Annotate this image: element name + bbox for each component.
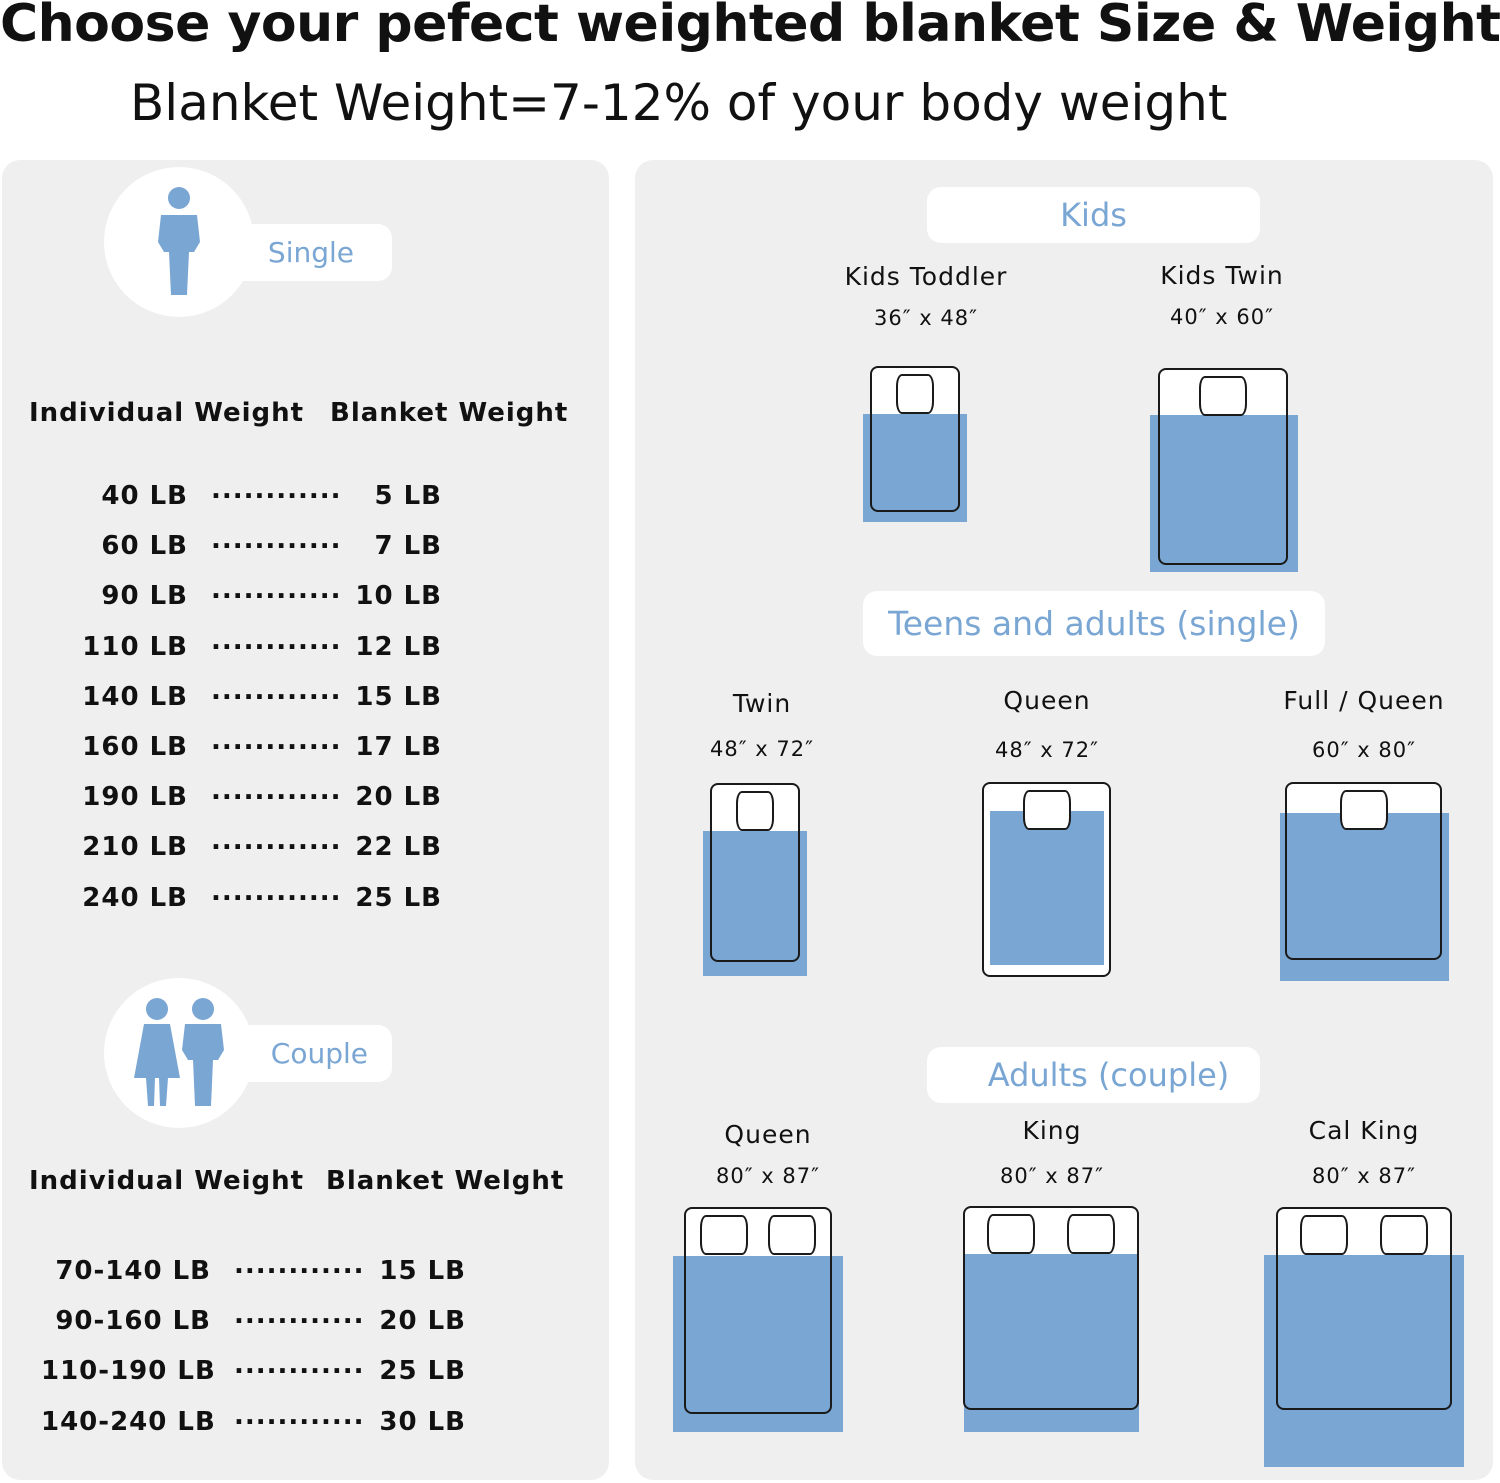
blanket-area: [1150, 415, 1298, 572]
blanket-weight: 30 LB: [379, 1406, 466, 1437]
bed-frame: [963, 1206, 1139, 1410]
couple-icon-circle: [104, 978, 254, 1128]
bed-frame: [870, 366, 960, 512]
blanket-weight: 15 LB: [379, 1256, 466, 1286]
category-adults: Adults (couple): [927, 1047, 1260, 1103]
pillow-icon: [1339, 790, 1388, 830]
individual-weight: 190 LB: [82, 782, 188, 813]
bed-name: Queen: [724, 1120, 812, 1149]
blanket-weight: 15 LB: [355, 681, 442, 712]
bed-dimensions: 40″ x 60″: [1170, 305, 1274, 329]
blanket-area: [1280, 813, 1449, 981]
individual-weight: 240 LB: [82, 882, 188, 913]
individual-weight: 140-240 LB: [41, 1406, 216, 1437]
couple-label-text: Couple: [270, 1037, 368, 1070]
bed-frame: [710, 783, 800, 962]
bed-name: Cal King: [1308, 1116, 1420, 1145]
individual-weight: 90 LB: [101, 581, 188, 612]
blanket-area: [703, 831, 807, 976]
dotted-leader: ............: [211, 826, 342, 857]
single-label-text: Single: [267, 236, 354, 269]
blanket-area: [990, 811, 1104, 965]
dotted-leader: ............: [211, 675, 342, 706]
individual-weight: 210 LB: [82, 832, 188, 863]
blanket-area: [1264, 1255, 1464, 1467]
bed-name: Kids Twin: [1160, 261, 1284, 290]
couple-col-individual: Individual Weight: [29, 1166, 305, 1196]
pillow-icon: [1067, 1214, 1116, 1254]
pillow-icon: [1022, 790, 1071, 830]
category-kids: Kids: [927, 187, 1260, 243]
individual-weight: 60 LB: [101, 531, 188, 562]
bed-name: King: [1022, 1116, 1082, 1145]
dotted-leader: ............: [234, 1400, 365, 1431]
pillow-icon: [896, 374, 934, 414]
pillow-icon: [986, 1214, 1035, 1254]
dotted-leader: ............: [211, 776, 342, 807]
individual-weight: 40 LB: [101, 481, 188, 511]
individual-weight: 70-140 LB: [55, 1256, 211, 1286]
blanket-weight: 25 LB: [355, 882, 442, 913]
blanket-weight: 12 LB: [355, 631, 442, 662]
bed-dimensions: 80″ x 87″: [716, 1164, 820, 1188]
pillow-icon: [1199, 376, 1247, 416]
blanket-area: [964, 1254, 1139, 1432]
individual-weight: 160 LB: [82, 732, 188, 762]
pillow-icon: [736, 791, 774, 831]
dotted-leader: ............: [211, 726, 342, 756]
page-subtitle: Blanket Weight=7-12% of your body weight: [130, 74, 1228, 132]
dotted-leader: ............: [211, 575, 342, 606]
pillow-icon: [699, 1215, 748, 1255]
single-col-individual: Individual Weight: [29, 398, 305, 428]
dotted-leader: ............: [211, 625, 342, 656]
pillow-icon: [1380, 1215, 1429, 1255]
bed-name: Kids Toddler: [844, 262, 1008, 291]
blanket-weight: 20 LB: [379, 1306, 466, 1337]
dotted-leader: ............: [234, 1350, 365, 1381]
bed-dimensions: 80″ x 87″: [1000, 1164, 1104, 1188]
blanket-weight: 20 LB: [355, 782, 442, 813]
page-title: Choose your pefect weighted blanket Size…: [0, 0, 1500, 54]
dotted-leader: ............: [234, 1250, 365, 1280]
individual-weight: 110-190 LB: [41, 1356, 216, 1387]
blanket-weight: 25 LB: [379, 1356, 466, 1387]
couple-col-blanket: Blanket Welght: [326, 1166, 565, 1196]
blanket-weight: 10 LB: [355, 581, 442, 612]
bed-dimensions: 60″ x 80″: [1312, 738, 1416, 762]
category-teens: Teens and adults (single): [863, 591, 1325, 656]
blanket-weight: 7 LB: [374, 531, 442, 562]
bed-frame: [684, 1207, 832, 1414]
individual-weight: 90-160 LB: [55, 1306, 211, 1337]
single-col-blanket: Blanket Weight: [330, 398, 569, 428]
single-icon-circle: [104, 167, 254, 317]
dotted-leader: ............: [211, 475, 342, 505]
bed-dimensions: 48″ x 72″: [995, 738, 1099, 762]
bed-frame: [982, 782, 1111, 977]
bed-dimensions: 80″ x 87″: [1312, 1164, 1416, 1188]
bed-name: Twin: [732, 689, 792, 718]
pillow-icon: [768, 1215, 817, 1255]
couple-icon: [134, 998, 224, 1106]
person-icon: [158, 187, 200, 295]
blanket-area: [863, 414, 967, 522]
bed-frame: [1285, 782, 1442, 960]
bed-name: Queen: [1003, 686, 1091, 715]
bed-dimensions: 36″ x 48″: [874, 306, 978, 330]
pillow-icon: [1299, 1215, 1348, 1255]
dotted-leader: ............: [211, 525, 342, 556]
bed-dimensions: 48″ x 72″: [710, 737, 814, 761]
bed-frame: [1276, 1207, 1452, 1410]
blanket-weight: 22 LB: [355, 832, 442, 863]
bed-frame: [1158, 368, 1288, 565]
dotted-leader: ............: [234, 1300, 365, 1331]
weight-panel: [2, 160, 609, 1480]
blanket-weight: 17 LB: [355, 732, 442, 762]
individual-weight: 140 LB: [82, 681, 188, 712]
blanket-weight: 5 LB: [374, 481, 442, 511]
individual-weight: 110 LB: [82, 631, 188, 662]
blanket-area: [673, 1256, 843, 1432]
bed-name: Full / Queen: [1283, 686, 1445, 715]
dotted-leader: ............: [211, 876, 342, 907]
